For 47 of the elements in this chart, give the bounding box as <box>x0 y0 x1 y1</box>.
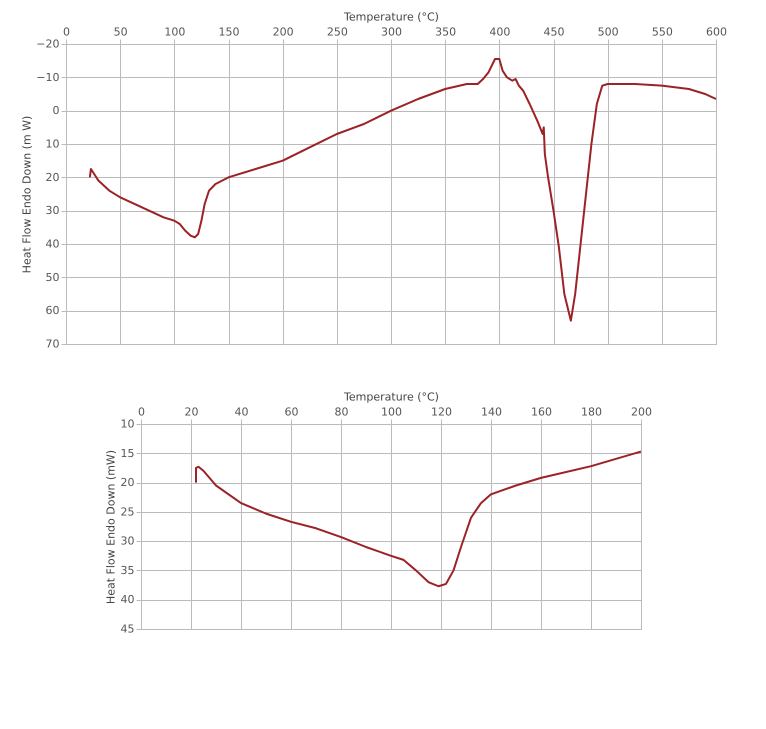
y-tick-label: −10 <box>36 70 60 84</box>
x-tick-label: 180 <box>581 406 602 418</box>
x-tick-label: 450 <box>544 26 564 38</box>
y-tick-label: 50 <box>46 270 60 284</box>
y-tick-label: 20 <box>120 476 134 490</box>
y-tick-label: 35 <box>120 564 134 577</box>
x-tick-label: 250 <box>326 26 348 38</box>
y-tick-label: 40 <box>120 593 134 606</box>
x-tick-label: 400 <box>489 26 510 38</box>
y-tick-label: −20 <box>36 38 60 50</box>
y-tick-label: 30 <box>120 534 134 548</box>
x-tick-label: 0 <box>63 26 70 38</box>
x-tick-label: 120 <box>431 406 452 418</box>
x-tick-label: 140 <box>481 406 502 418</box>
x-tick-label: 100 <box>164 26 186 38</box>
x-tick-label: 500 <box>598 26 619 38</box>
y-tick-label: 10 <box>120 418 134 430</box>
x-tick-label: 200 <box>272 26 294 38</box>
x-tick-label: 20 <box>184 406 198 418</box>
y-tick-label: 40 <box>46 238 60 250</box>
y-tick-label: 70 <box>46 338 60 350</box>
y-tick-label: 45 <box>120 622 134 636</box>
line-series <box>195 450 642 588</box>
y-tick-label: 10 <box>46 138 60 150</box>
y-tick-label: 0 <box>52 104 60 118</box>
y-axis-title: Heat Flow Endo Down (m W) <box>20 116 34 274</box>
x-tick-label: 300 <box>381 26 402 38</box>
y-tick-label: 15 <box>120 446 134 460</box>
x-tick-label: 60 <box>284 406 298 418</box>
y-axis-title: Heat Flow Endo Down (mW) <box>104 450 118 604</box>
x-tick-label: 350 <box>435 26 456 38</box>
x-tick-label: 160 <box>531 406 552 418</box>
y-tick-label: 20 <box>46 170 60 184</box>
y-tick-label: 30 <box>46 204 60 218</box>
x-tick-label: 200 <box>631 406 652 418</box>
y-tick-label: 60 <box>46 304 60 318</box>
x-axis-title: Temperature (°C) <box>343 390 439 404</box>
y-tick-label: 25 <box>120 505 134 518</box>
x-axis-title: Temperature (°C) <box>343 10 439 24</box>
x-tick-label: 100 <box>381 406 402 418</box>
x-tick-label: 600 <box>706 26 727 38</box>
x-tick-label: 550 <box>652 26 673 38</box>
x-tick-label: 150 <box>218 26 240 38</box>
x-tick-label: 0 <box>138 406 145 418</box>
x-tick-label: 80 <box>334 406 348 418</box>
x-tick-label: 40 <box>234 406 248 418</box>
line-series <box>88 58 717 322</box>
